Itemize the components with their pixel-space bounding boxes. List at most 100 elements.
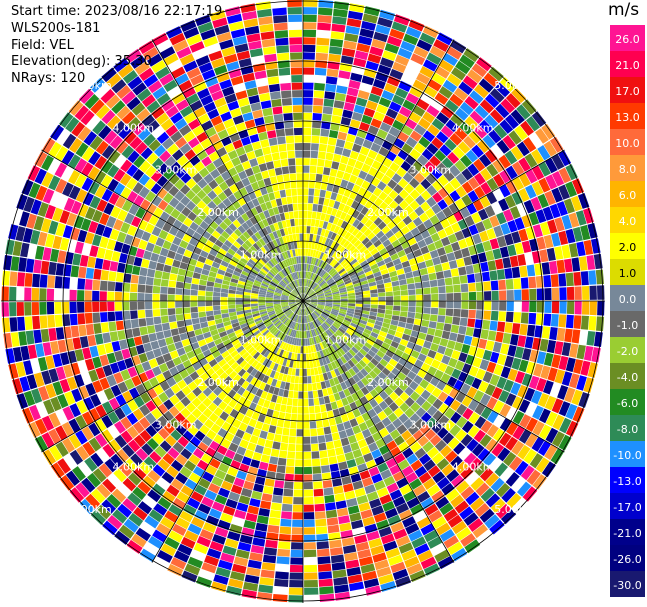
velocity-gate — [183, 60, 198, 73]
velocity-gate — [351, 167, 361, 177]
velocity-gate — [293, 353, 298, 361]
velocity-gate — [139, 417, 151, 429]
velocity-gate — [382, 115, 395, 126]
velocity-gate — [178, 79, 193, 92]
velocity-gate — [199, 529, 214, 541]
velocity-gate — [377, 17, 393, 28]
velocity-gate — [355, 362, 364, 371]
velocity-gate — [363, 365, 372, 374]
velocity-gate — [184, 563, 201, 576]
velocity-gate — [110, 384, 122, 397]
velocity-gate — [478, 380, 489, 393]
velocity-gate — [197, 210, 208, 221]
velocity-gate — [299, 368, 303, 376]
velocity-gate — [221, 350, 230, 359]
velocity-gate — [244, 354, 253, 363]
velocity-gate — [191, 278, 200, 285]
velocity-gate — [170, 112, 183, 124]
velocity-gate — [558, 230, 569, 245]
velocity-gate — [458, 352, 468, 363]
velocity-gate — [89, 77, 106, 93]
velocity-gate — [536, 236, 546, 250]
velocity-gate — [361, 428, 372, 439]
velocity-gate — [208, 83, 221, 95]
velocity-gate — [43, 399, 55, 415]
velocity-gate — [551, 354, 561, 369]
velocity-gate — [197, 255, 207, 264]
velocity-gate — [292, 233, 297, 242]
velocity-gate — [292, 290, 298, 296]
velocity-gate — [308, 272, 313, 280]
velocity-gate — [373, 31, 389, 43]
colorbar-segment — [610, 25, 645, 51]
velocity-gate — [518, 172, 531, 187]
velocity-gate — [16, 302, 24, 316]
velocity-gate — [277, 457, 287, 466]
velocity-gate — [308, 188, 315, 196]
velocity-gate — [295, 226, 300, 234]
velocity-gate — [315, 518, 327, 527]
velocity-gate — [70, 200, 82, 215]
velocity-gate — [362, 287, 370, 292]
velocity-gate — [193, 81, 207, 93]
velocity-gate — [229, 523, 243, 534]
velocity-gate — [288, 211, 294, 219]
velocity-gate — [394, 14, 410, 26]
velocity-gate — [506, 301, 514, 312]
velocity-gate — [303, 296, 309, 301]
velocity-gate — [296, 256, 299, 264]
velocity-gate — [309, 337, 313, 346]
velocity-gate — [228, 399, 238, 409]
velocity-gate — [505, 472, 520, 487]
velocity-gate — [294, 280, 298, 288]
velocity-gate — [267, 524, 280, 534]
velocity-gate — [124, 378, 135, 390]
velocity-gate — [287, 451, 296, 459]
velocity-gate — [506, 493, 522, 508]
velocity-gate — [393, 301, 401, 306]
velocity-gate — [235, 429, 245, 439]
velocity-gate — [325, 83, 337, 93]
velocity-gate — [70, 325, 80, 338]
velocity-gate — [213, 407, 224, 417]
velocity-gate — [450, 411, 462, 424]
velocity-gate — [373, 354, 382, 363]
velocity-gate — [325, 276, 332, 282]
velocity-gate — [543, 313, 552, 326]
velocity-gate — [551, 287, 560, 300]
velocity-gate — [219, 411, 229, 421]
velocity-gate — [210, 168, 221, 179]
velocity-gate — [281, 342, 287, 350]
velocity-gate — [269, 176, 278, 185]
velocity-gate — [263, 115, 274, 124]
velocity-gate — [381, 140, 393, 151]
velocity-gate — [414, 282, 423, 289]
velocity-gate — [444, 244, 454, 254]
velocity-gate — [436, 32, 453, 46]
velocity-gate — [87, 334, 97, 347]
velocity-gate — [140, 147, 153, 160]
velocity-gate — [298, 271, 301, 279]
velocity-gate — [273, 296, 281, 299]
velocity-gate — [316, 37, 330, 46]
velocity-gate — [85, 206, 96, 220]
velocity-gate — [370, 301, 378, 305]
velocity-gate — [88, 369, 99, 382]
velocity-gate — [398, 80, 412, 92]
velocity-gate — [430, 232, 441, 243]
velocity-gate — [282, 307, 290, 312]
azimuth-spoke — [302, 39, 455, 302]
velocity-gate — [431, 490, 445, 503]
velocity-gate — [417, 491, 431, 503]
velocity-gate — [152, 432, 165, 445]
colorbar-unit: m/s — [608, 0, 640, 20]
velocity-gate — [313, 311, 319, 318]
velocity-gate — [118, 63, 134, 78]
velocity-gate — [37, 231, 48, 247]
velocity-gate — [149, 377, 160, 388]
velocity-gate — [194, 328, 203, 336]
velocity-gate — [517, 444, 531, 460]
velocity-gate — [293, 272, 298, 280]
velocity-gate — [486, 177, 499, 191]
velocity-gate — [73, 215, 85, 229]
